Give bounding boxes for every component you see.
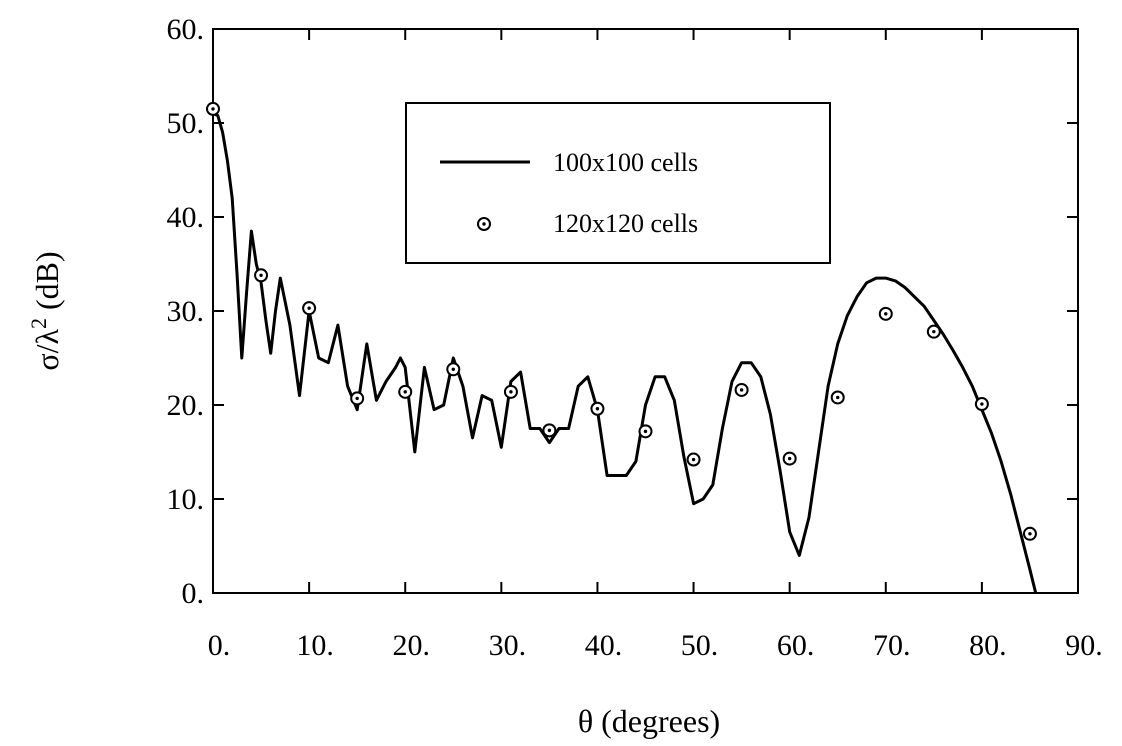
marker-dot — [509, 390, 513, 394]
y-tick-label: 60. — [167, 13, 205, 46]
marker-dot — [355, 396, 359, 401]
marker-dot — [307, 306, 311, 310]
marker-dot — [787, 456, 792, 461]
legend-label-series-1: 120x120 cells — [553, 209, 698, 238]
data-point-120x120 — [398, 384, 413, 399]
marker-dot — [259, 273, 263, 277]
data-point-120x120 — [782, 451, 797, 466]
x-tick-label: 90. — [1065, 629, 1103, 662]
axis-ticks — [212, 28, 1079, 594]
y-tick-label: 30. — [167, 295, 205, 328]
marker-dot — [643, 429, 648, 434]
data-point-120x120 — [734, 382, 749, 397]
marker-dot — [1028, 532, 1032, 536]
data-point-120x120 — [638, 424, 653, 439]
x-axis-label: θ (degrees) — [578, 703, 720, 739]
data-point-120x120 — [590, 401, 605, 416]
x-tick-label: 50. — [681, 629, 719, 662]
y-tick-label: 0. — [182, 577, 205, 610]
y-tick-label: 10. — [167, 483, 205, 516]
y-tick-label: 50. — [167, 107, 205, 140]
x-tick-label: 40. — [585, 629, 623, 662]
data-point-120x120 — [878, 306, 893, 321]
marker-dot — [836, 395, 840, 400]
marker-dot — [403, 390, 407, 394]
y-tick-label: 20. — [167, 389, 205, 422]
legend: 100x100 cells 120x120 cells — [405, 102, 831, 264]
data-point-120x120 — [302, 301, 317, 316]
marker-dot — [451, 367, 455, 371]
data-point-120x120 — [926, 324, 941, 339]
y-tick-labels: 0. 10. 20. 30. 40. 50. 60. — [167, 13, 205, 610]
marker-dot — [595, 407, 600, 411]
series-line-100x100 — [212, 112, 1038, 594]
x-tick-label: 30. — [489, 629, 527, 662]
marker-dot — [211, 107, 215, 111]
marker-dot — [884, 312, 888, 316]
data-point-120x120 — [206, 101, 220, 116]
x-tick-label: 80. — [969, 629, 1007, 662]
y-tick-label: 40. — [167, 201, 205, 234]
x-tick-label: 0. — [208, 629, 231, 662]
data-point-120x120 — [1022, 526, 1037, 541]
legend-box — [405, 102, 831, 264]
data-point-120x120 — [350, 391, 365, 406]
x-tick-label: 20. — [392, 629, 430, 662]
x-tick-labels: 0. 10. 20. 30. 40. 50. 60. 70. 80. 90. — [208, 629, 1103, 662]
marker-dot — [980, 402, 984, 406]
marker-dot — [932, 329, 936, 334]
x-tick-label: 60. — [777, 629, 815, 662]
x-tick-label: 70. — [873, 629, 911, 662]
legend-label-series-0: 100x100 cells — [553, 148, 698, 177]
marker-dot — [547, 428, 552, 433]
data-point-120x120 — [686, 452, 701, 467]
data-point-120x120 — [446, 362, 461, 377]
data-point-120x120 — [254, 268, 269, 283]
y-axis-label: σ/λ2 (dB) — [26, 251, 65, 370]
data-point-120x120 — [830, 390, 845, 405]
data-point-120x120 — [542, 423, 557, 438]
marker-dot — [739, 388, 744, 392]
legend-marker-swatch — [477, 217, 491, 231]
marker-dot — [691, 457, 696, 462]
data-point-120x120 — [503, 384, 518, 399]
data-point-120x120 — [974, 397, 989, 412]
series-layer — [206, 101, 1038, 594]
x-tick-label: 10. — [296, 629, 334, 662]
